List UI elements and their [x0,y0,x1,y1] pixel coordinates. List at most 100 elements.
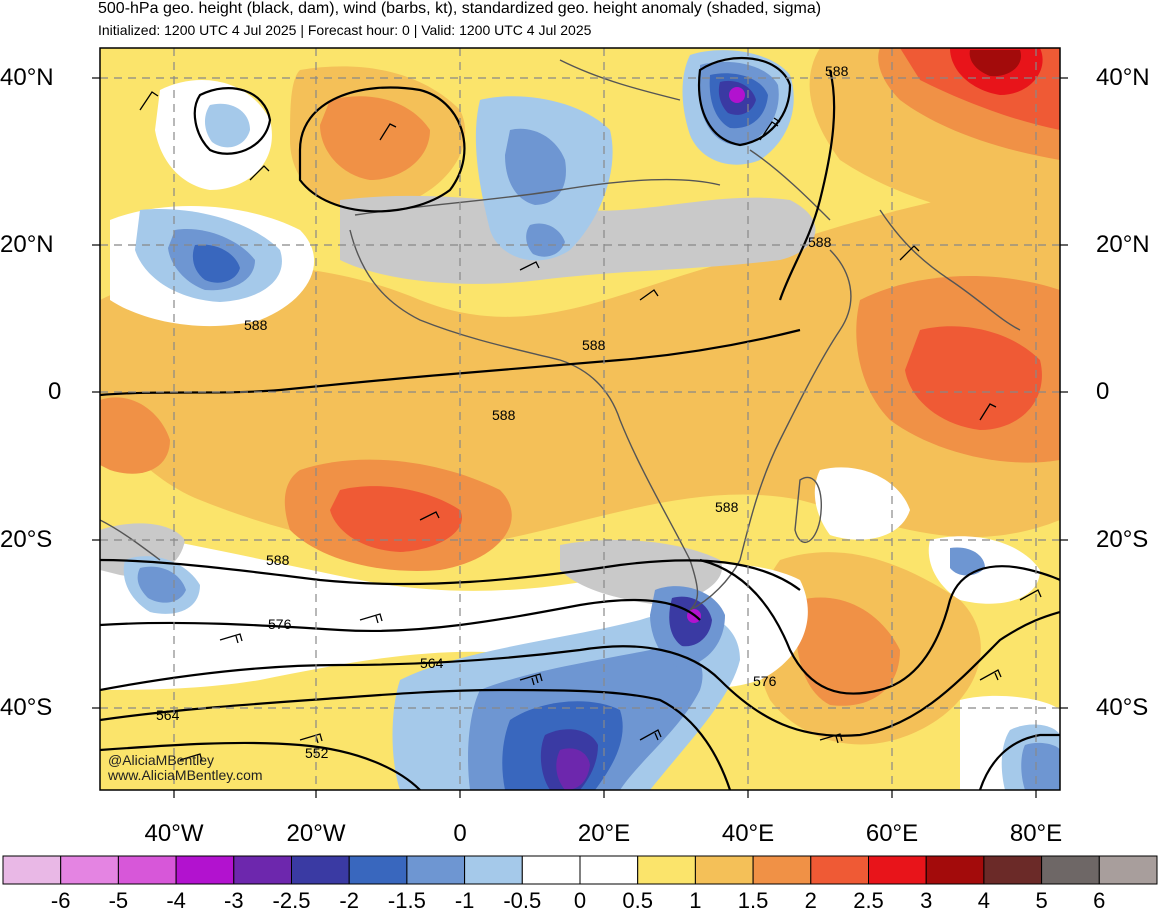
colorbar-label: 4 [977,888,991,913]
colorbar-label: 0.5 [622,888,653,913]
anomaly-region [905,326,1042,430]
lat-label-40s-right: 40°S [1096,694,1149,721]
wind-barb [1019,589,1042,601]
colorbar-swatch [60,855,119,885]
anomaly-region [137,566,186,603]
colorbar-swatch [521,855,581,885]
madagascar-coast [794,476,822,543]
contour-label: 564 [156,707,180,723]
map-panel: 588 588 588 588 588 588 588 576 576 564 … [92,47,1068,798]
lon-label-20e: 20°E [577,820,631,847]
contour-labels: 588 588 588 588 588 588 588 576 576 564 … [156,63,849,761]
wind-barbs [139,91,1042,762]
lat-label-eq-right: 0 [1096,378,1110,405]
colorbar-label: -6 [50,888,71,913]
colorbar-label: 1 [689,888,702,913]
anomaly-region [320,96,430,180]
lat-label-eq-left: 0 [48,378,62,405]
colorbar-label: -3 [224,888,244,913]
contour-576 [100,598,701,633]
anomaly-region [814,467,910,540]
wind-barb [979,669,1002,681]
map-title: 500-hPa geo. height (black, dam), wind (… [98,0,822,17]
contour-588-equator [100,328,801,397]
contour-label: 552 [305,745,329,761]
contour-label: 588 [582,337,606,353]
credit-website[interactable]: www.AliciaMBentley.com [108,767,263,783]
anomaly-region [796,597,900,706]
lat-label-20n-left: 20°N [0,231,54,258]
contour-540 [100,741,421,790]
lon-label-40w: 40°W [144,820,204,847]
contour-564 [100,610,1060,737]
contour-label: 588 [808,234,832,250]
anomaly-region [330,486,462,552]
wind-barb [219,633,243,644]
wind-barb [639,729,662,741]
colorbar-swatch [175,855,235,885]
wind-barb [899,245,920,261]
colorbar-label: -2 [339,888,359,913]
colorbar-swatches [2,855,1158,885]
colorbar-label: -4 [166,888,186,913]
credit-handle: @AliciaMBentley [108,752,215,768]
lon-label-80e: 80°E [1009,820,1063,847]
colorbar-label: 3 [920,888,933,913]
south-america-coast [100,519,161,561]
wind-barb [419,511,440,521]
wind-barb [249,165,270,181]
colorbar-label: 2 [804,888,817,913]
lon-label-40e: 40°E [721,820,775,847]
lon-label-20w: 20°W [286,820,346,847]
anomaly-region [100,397,170,474]
contour-label: 588 [715,499,739,515]
contour-east-trough [978,733,1060,790]
height-contours [100,56,1060,790]
colorbar-label: 5 [1035,888,1048,913]
wind-barb [819,733,843,744]
colorbar-swatch [1041,855,1100,885]
colorbar-swatch [752,855,812,885]
anomaly-region [204,103,250,148]
wind-barb [359,613,383,624]
colorbar-swatch [464,855,523,885]
contour-label: 588 [492,407,516,423]
contour-label: 576 [268,616,292,632]
lon-label-0: 0 [453,820,467,847]
colorbar-label: 2.5 [853,888,884,913]
colorbar-swatch [983,855,1043,885]
colorbar-swatch [233,855,293,885]
wind-barb [979,403,997,421]
colorbar-label: 0 [573,888,587,913]
wind-barb [179,753,203,762]
wind-barb [639,289,659,301]
contour-576-east [699,558,1060,695]
anomaly-region [969,50,1021,77]
colorbar-swatch [694,855,754,885]
colorbar-swatch [810,855,869,885]
colorbar-swatch [1098,855,1158,885]
map-frame [99,47,1061,791]
colorbar-label: 6 [1093,888,1106,913]
anomaly-colorbar: -6 -5 -4 -3 -2.5 -2 -1.5 -1 -0.5 0 0.5 1 1.5 2 2.5 3 4 5 6 [0,855,1160,913]
colorbar-swatch [579,855,639,885]
lat-label-40n-right: 40°N [1096,64,1150,91]
colorbar-swatch [406,855,466,885]
colorbar-swatch [868,855,927,885]
contour-588-south [100,558,801,591]
contour-label: 564 [420,655,444,671]
wind-barb [519,261,540,271]
anomaly-region [526,223,565,257]
contour-label: 588 [266,552,290,568]
lat-label-40n-left: 40°N [0,64,54,91]
lat-label-40s-left: 40°S [0,694,53,721]
africa-east-coast [689,249,852,611]
map-subtitle: Initialized: 1200 UTC 4 Jul 2025 | Forec… [98,22,592,38]
lon-label-60e: 60°E [865,820,919,847]
wind-barb [759,117,781,141]
anomaly-center [729,87,745,103]
colorbar-label: -2.5 [272,888,311,913]
wind-barb [139,91,159,111]
anomaly-region [192,244,240,283]
frame-ticks [92,77,1068,798]
